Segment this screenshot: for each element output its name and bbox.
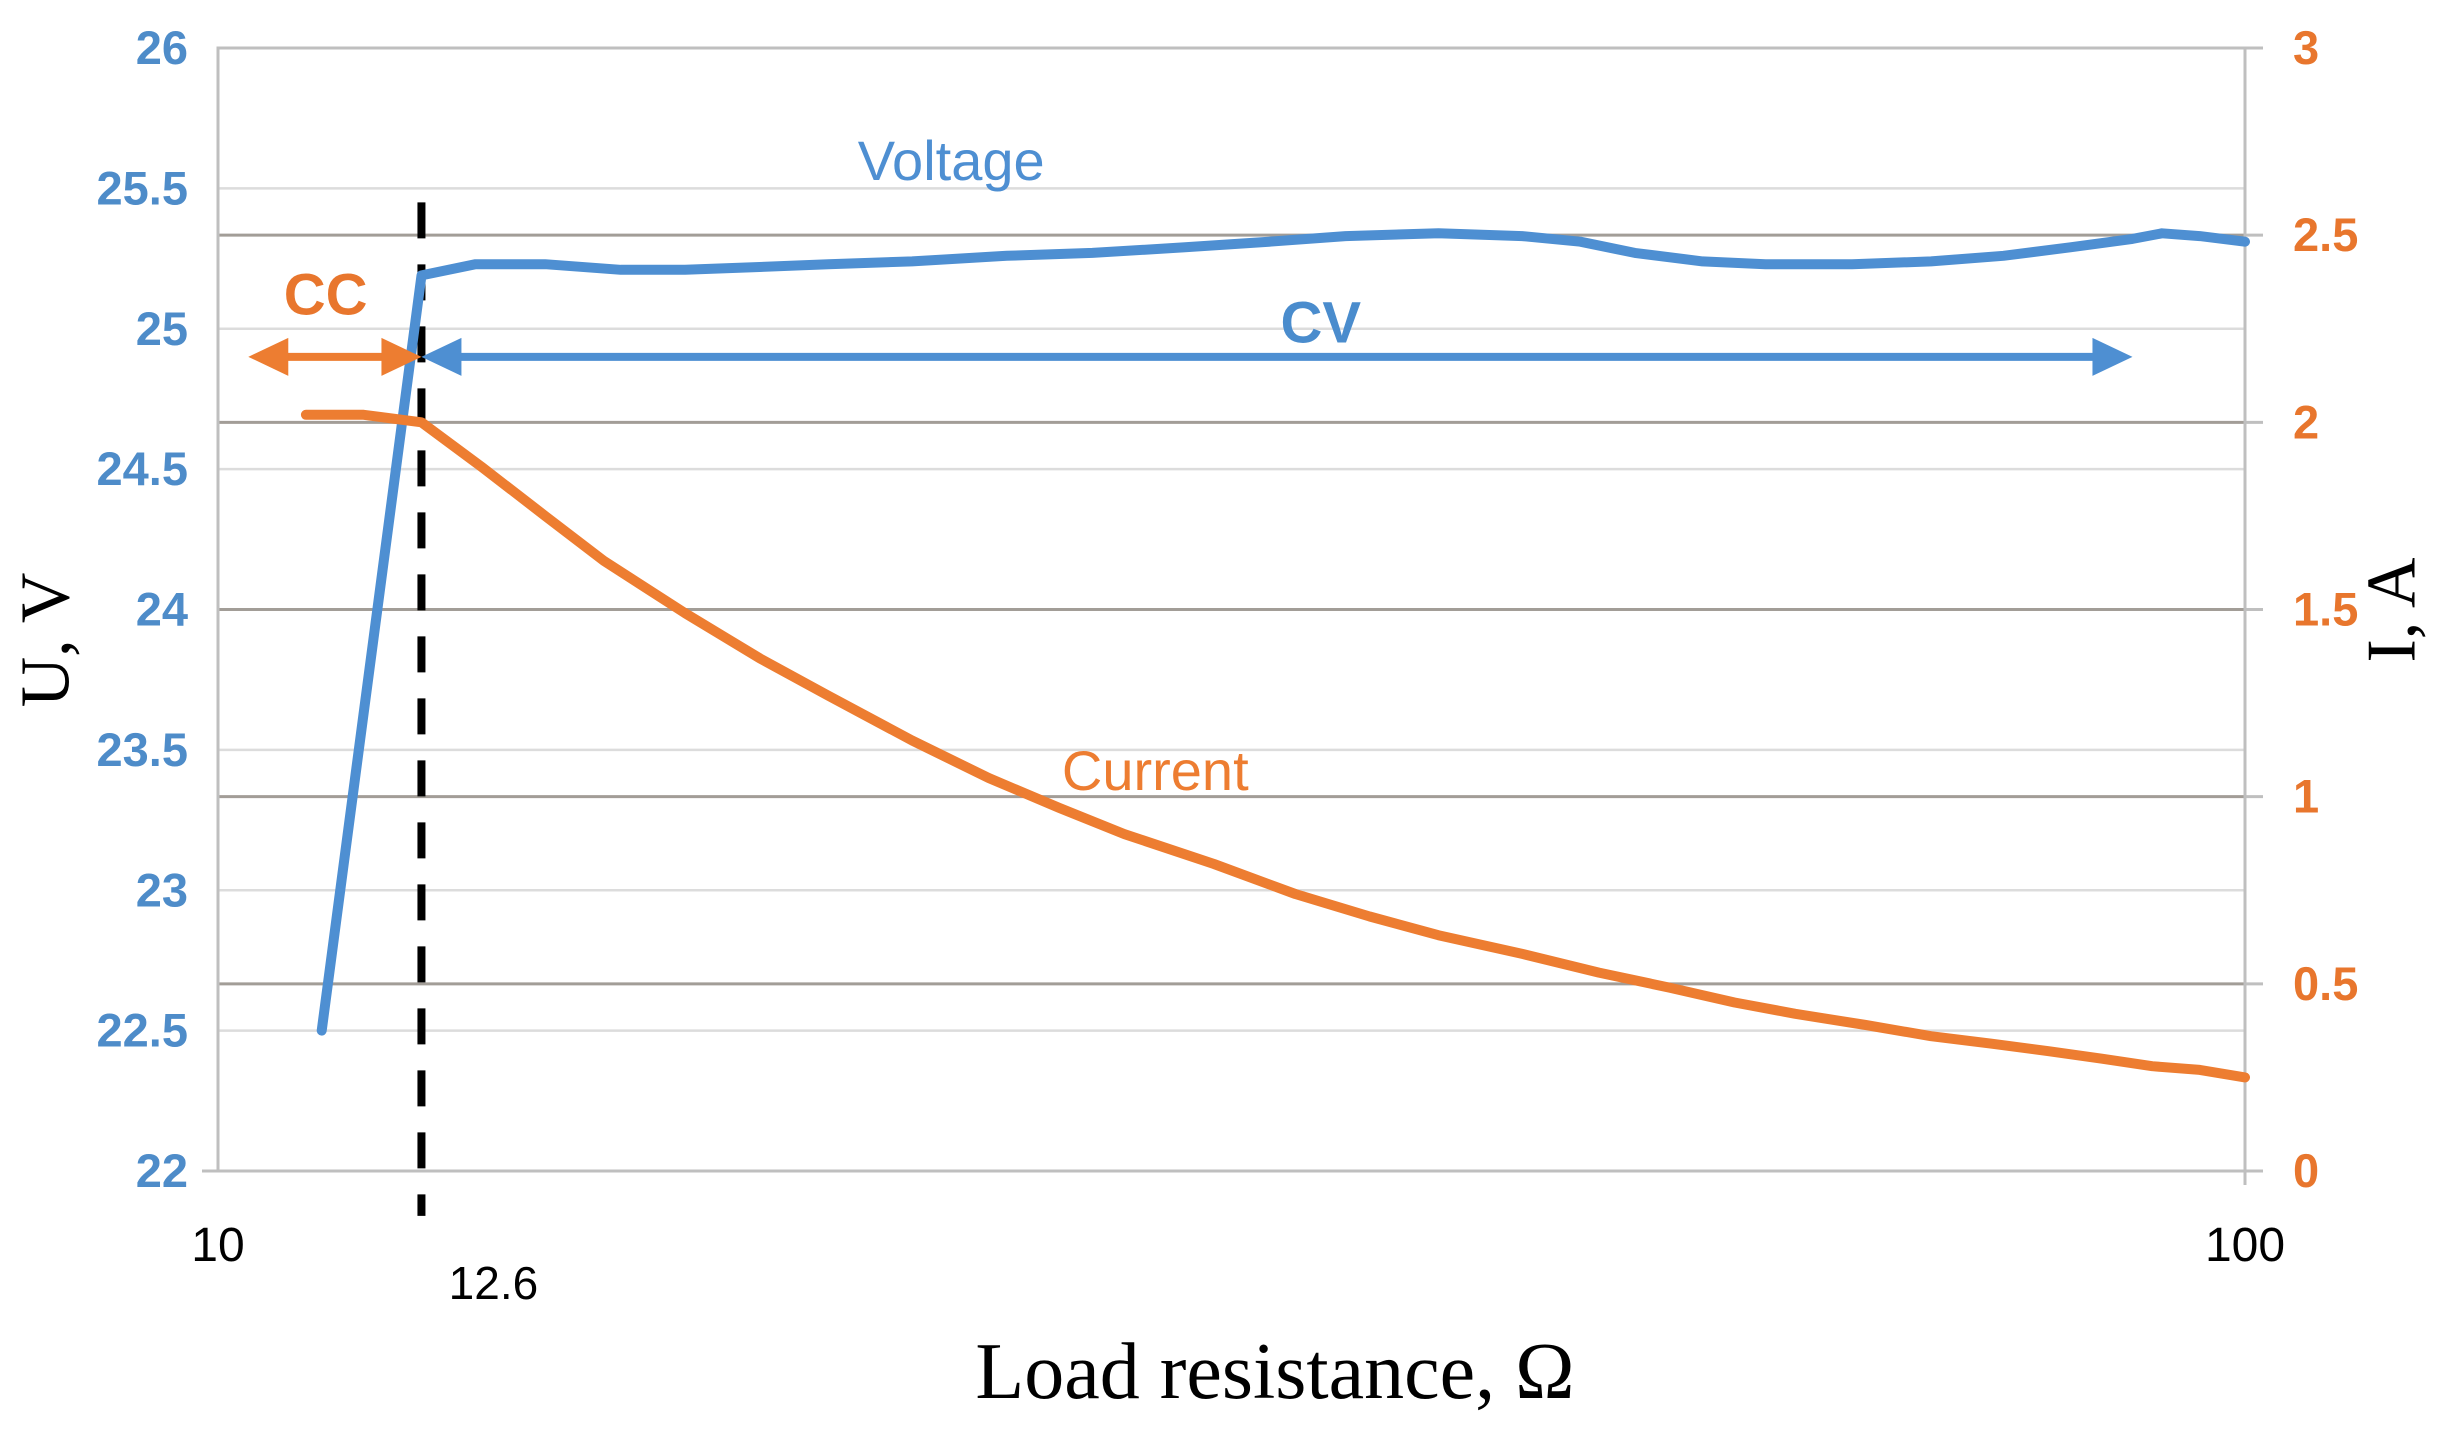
cv-arrow-right-arrowhead-icon xyxy=(2092,337,2133,376)
left-axis-tick-label: 25.5 xyxy=(97,161,188,214)
left-axis-tick-label: 22 xyxy=(136,1144,188,1197)
current-line xyxy=(300,409,2250,1083)
left-axis-tick-label: 24 xyxy=(136,583,188,636)
x-axis-title: Load resistance, Ω xyxy=(975,1328,1574,1416)
left-axis-tick-label: 25 xyxy=(136,302,188,355)
right-axis-tick-label: 0 xyxy=(2293,1144,2319,1197)
x-axis-tick-label: 10 xyxy=(191,1219,244,1272)
voltage-series-label: Voltage xyxy=(858,129,1045,192)
right-axis-tick-label: 1.5 xyxy=(2293,583,2358,636)
x-axis-tick-label: 100 xyxy=(2205,1219,2285,1272)
right-axis-tick-label: 2.5 xyxy=(2293,208,2358,261)
right-axis-tick-label: 3 xyxy=(2293,21,2319,74)
left-axis-title: U, V xyxy=(8,573,85,708)
x-axis-special-tick-label: 12.6 xyxy=(449,1257,539,1309)
right-axis-tick-label: 1 xyxy=(2293,770,2319,823)
left-axis-tick-label: 23.5 xyxy=(97,723,188,776)
voltage-line xyxy=(316,228,2250,1036)
current-series-label: Current xyxy=(1062,739,1249,802)
cc-region-label: CC xyxy=(284,263,368,328)
right-axis-tick-label: 2 xyxy=(2293,395,2319,448)
cv-region-label: CV xyxy=(1281,291,1362,356)
right-axis-title: I, A xyxy=(2354,557,2431,662)
left-axis-tick-label: 24.5 xyxy=(97,442,188,495)
left-axis-tick-label: 23 xyxy=(136,863,188,916)
right-axis-tick-label: 0.5 xyxy=(2293,957,2358,1010)
left-axis-tick-label: 26 xyxy=(136,21,188,74)
cc-arrow-left-arrowhead-icon xyxy=(248,337,289,376)
left-axis-tick-label: 22.5 xyxy=(97,1004,188,1057)
cc-arrow-right-arrowhead-icon xyxy=(381,337,422,376)
cv-arrow-left-arrowhead-icon xyxy=(421,337,462,376)
